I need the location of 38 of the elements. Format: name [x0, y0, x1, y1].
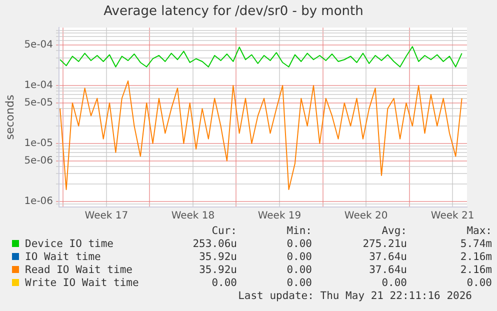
text: 253.06u	[192, 238, 237, 250]
legend-label: Write IO Wait time	[24, 277, 140, 289]
x-tick-label: Week 17	[84, 210, 128, 222]
x-tick-label: Week 18	[171, 210, 215, 222]
x-tick-label: Week 19	[258, 210, 302, 222]
text: 35.92u	[198, 264, 237, 276]
x-tick-label: Week 20	[344, 210, 388, 222]
text: 35.92u	[198, 251, 237, 263]
chart-title: Average latency for /dev/sr0 - by month	[104, 4, 364, 20]
y-axis-title: seconds	[3, 94, 16, 140]
text: 0.00	[286, 238, 312, 250]
text: Avg:	[380, 225, 407, 237]
text: 2.16m	[459, 264, 492, 276]
y-tick-label: 1e-04	[24, 80, 54, 92]
legend-label: IO Wait time	[24, 251, 102, 263]
text: Cur:	[210, 225, 237, 237]
text: 0.00	[286, 277, 312, 289]
y-tick-label: 5e-06	[24, 155, 54, 166]
text: 0.00	[210, 277, 237, 289]
text: 0.00	[286, 251, 312, 263]
text: Min:	[286, 225, 312, 237]
text: 5.74m	[459, 238, 492, 250]
x-tick-label: Week 21	[430, 210, 474, 222]
text: 2.16m	[459, 251, 492, 263]
text: 275.21u	[362, 238, 407, 250]
y-tick-label: 1e-06	[24, 196, 54, 207]
text: 0.00	[286, 264, 312, 276]
y-tick-label: 5e-04	[24, 40, 54, 51]
text: 0.00	[380, 277, 407, 289]
text: Max:	[466, 225, 492, 237]
text: 37.64u	[368, 264, 407, 276]
y-tick-label: 1e-05	[24, 138, 54, 150]
text: 37.64u	[368, 251, 407, 263]
text: 0.00	[466, 277, 492, 289]
legend-label: Read IO Wait time	[24, 264, 134, 276]
legend-label: Device IO time	[24, 238, 115, 250]
text: Last update: Thu May 21 22:11:16 2026	[237, 290, 472, 302]
y-tick-label: 5e-05	[24, 98, 54, 109]
